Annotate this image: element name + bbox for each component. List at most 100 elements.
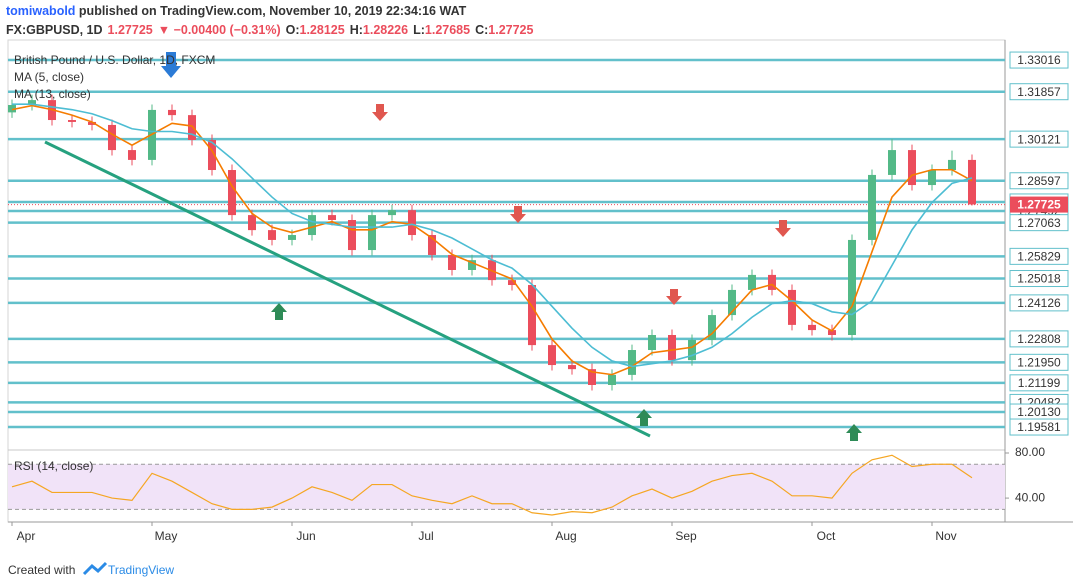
ohlc-value: 1.28226 [363,23,408,37]
candle-body [828,330,836,336]
down-arrow [775,220,791,237]
published: published on TradingView.com, November 1… [75,4,466,18]
x-tick-label: Sep [675,529,697,543]
tick-box [1009,270,1069,288]
candle-body [448,254,456,270]
symbol-line: FX:GBPUSD, 1D 1.27725 ▼ −0.00400 (−0.31%) O… [6,23,534,37]
y-tick-label: 1.31857 [1017,85,1061,99]
rsi-tick-label: 80.00 [1015,445,1045,459]
up-arrow [271,303,287,320]
tick-box [1009,418,1069,436]
ohlc-label: H: [350,23,363,37]
tick-box [1009,374,1069,392]
down-arrow [666,289,682,305]
y-tick-label: 1.21950 [1017,355,1061,369]
candle-body [428,235,436,255]
tick-box [1009,51,1069,69]
tick-box [1009,130,1069,148]
y-tick-label: 1.20130 [1017,405,1061,419]
candle-body [8,105,16,113]
rsi-line [11,454,973,516]
down-arrow [510,206,526,223]
y-tick-label: 1.21199 [1018,376,1061,390]
candle-body [668,335,676,361]
y-tick-label: 1.27063 [1017,216,1061,230]
x-tick-label: May [155,529,178,543]
candle-body [728,289,736,316]
candle-body [868,174,876,240]
y-tick-label: 1.19581 [1017,420,1061,434]
candle-body [128,150,136,160]
candle-body [208,139,216,171]
candle-body [548,345,556,366]
x-tick-label: Apr [17,529,36,543]
rsi-label: RSI (14, close) [14,459,93,473]
y-tick-label: 1.33016 [1017,53,1061,67]
header-line: tomiwabold published on TradingView.com,… [6,4,467,18]
up-arrow [636,409,652,426]
candle-body [168,109,176,116]
last-price-box [1010,196,1068,213]
candle-body [248,215,256,231]
candle-body [628,350,636,375]
author[interactable]: tomiwabold [6,4,75,18]
candle-body [788,289,796,325]
candle-body [608,374,616,385]
moving-average [12,103,973,368]
candle-body [888,150,896,175]
arrows [161,52,862,441]
last: 1.27725 [108,23,153,37]
tick-box [1009,83,1069,101]
candle-body [648,335,656,351]
candle-body [268,230,276,240]
y-tick-label: 1.22808 [1017,332,1061,346]
tick-box [1009,330,1069,348]
tick-box [1009,214,1069,232]
candle-body [928,170,936,186]
candle-body [88,121,96,125]
candle-body [528,285,536,346]
indicator-label: MA (13, close) [14,87,91,101]
y-tick-label: 1.28597 [1017,174,1061,188]
ohlc-label: L: [413,23,425,37]
candle-body [568,365,576,370]
indicator-label: MA (5, close) [14,70,84,84]
change: ▼ −0.00400 (−0.31%) [158,23,281,37]
ohlc-label: O: [286,23,300,37]
ohlc-value: 1.27725 [488,23,533,37]
candle-body [808,324,816,331]
rsi-band [8,464,1005,510]
y-tick-label: 1.24126 [1017,296,1061,310]
candle-body [188,115,196,140]
x-tick-label: Aug [555,529,576,543]
tick-box [1009,294,1069,312]
chart-title: British Pound / U.S. Dollar, 1D, FXCM [14,53,215,67]
candle-body [948,159,956,171]
down-arrow [372,104,388,121]
candle-body [968,159,976,205]
candle-body [288,235,296,240]
candle-body [468,260,476,270]
symbol: FX:GBPUSD, 1D [6,23,103,37]
candle-body [588,369,596,385]
x-tick-label: Oct [817,529,836,543]
candle-body [508,280,516,286]
y-tick-label: 1.30121 [1017,132,1061,146]
y-tick-label: 1.25829 [1017,250,1061,264]
ohlc-value: 1.28125 [300,23,345,37]
candle-body [908,150,916,186]
ohlc-label: C: [475,23,488,37]
down-arrow [161,52,181,78]
candle-body [748,274,756,290]
logo [82,561,108,576]
x-tick-label: Jun [296,529,315,543]
x-tick-label: Jul [418,529,433,543]
up-arrow [846,424,862,441]
tick-box [1009,247,1069,265]
candle-body [28,100,36,106]
plot: 1.330161.318571.301211.285971.278211.274… [7,39,1073,543]
candle-body [768,274,776,290]
candle-body [848,239,856,336]
footer-brand[interactable]: TradingView [108,563,174,577]
